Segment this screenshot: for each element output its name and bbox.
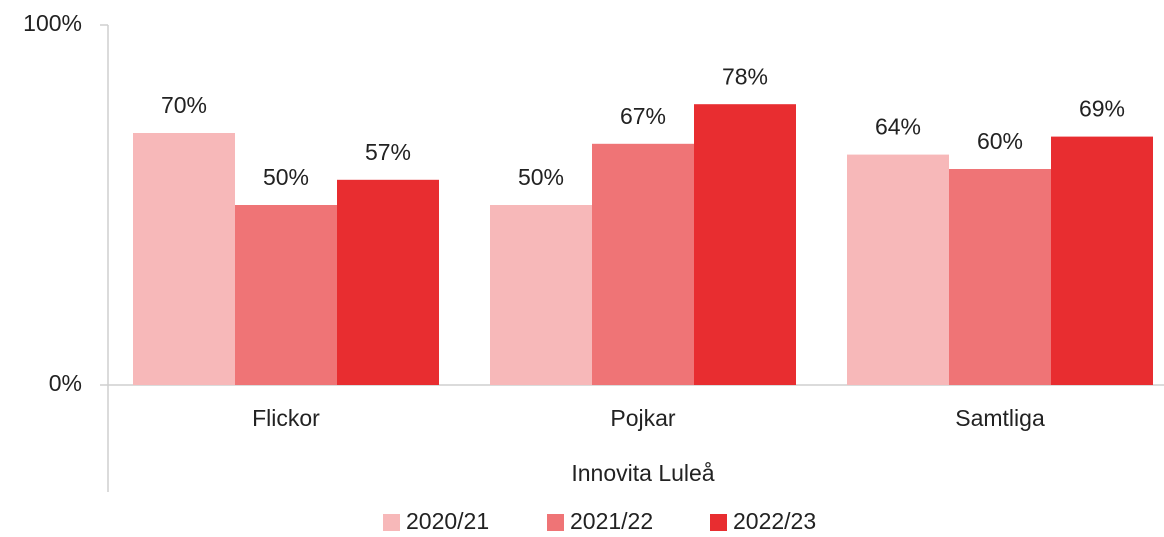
value-label: 60% bbox=[977, 128, 1023, 154]
legend-label: 2020/21 bbox=[406, 508, 489, 534]
bar bbox=[235, 205, 337, 385]
value-label: 69% bbox=[1079, 96, 1125, 122]
bar bbox=[133, 133, 235, 385]
legend-swatch bbox=[383, 514, 400, 531]
bar bbox=[847, 154, 949, 385]
bar bbox=[949, 169, 1051, 385]
bar bbox=[490, 205, 592, 385]
bar bbox=[337, 179, 439, 385]
legend-swatch bbox=[547, 514, 564, 531]
x-tick-label: Pojkar bbox=[610, 405, 676, 431]
bar bbox=[592, 143, 694, 385]
legend-label: 2022/23 bbox=[733, 508, 816, 534]
bar bbox=[1051, 136, 1153, 385]
value-label: 67% bbox=[620, 103, 666, 129]
x-axis-title: Innovita Luleå bbox=[571, 460, 714, 486]
value-label: 50% bbox=[263, 164, 309, 190]
bar bbox=[694, 104, 796, 385]
value-label: 50% bbox=[518, 164, 564, 190]
x-tick-label: Samtliga bbox=[955, 405, 1045, 431]
value-label: 64% bbox=[875, 114, 921, 140]
y-tick-label: 0% bbox=[49, 370, 82, 396]
legend-swatch bbox=[710, 514, 727, 531]
x-tick-label: Flickor bbox=[252, 405, 320, 431]
y-tick-label: 100% bbox=[23, 10, 82, 36]
value-label: 57% bbox=[365, 139, 411, 165]
legend-label: 2021/22 bbox=[570, 508, 653, 534]
value-label: 70% bbox=[161, 92, 207, 118]
value-label: 78% bbox=[722, 63, 768, 89]
